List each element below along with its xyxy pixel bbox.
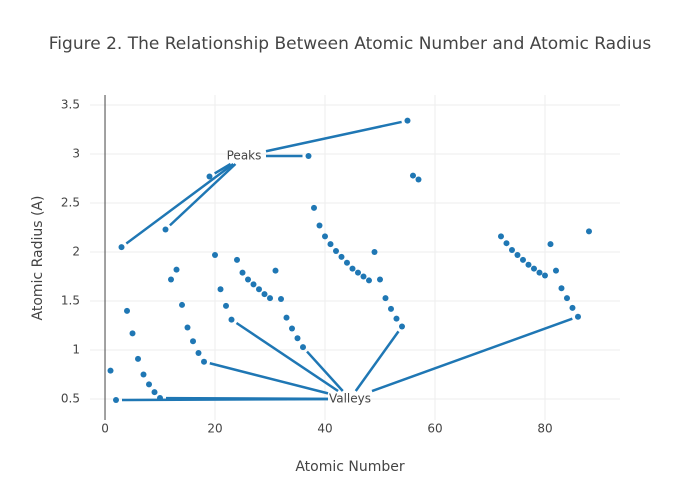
- data-point: [531, 266, 537, 272]
- data-point: [196, 350, 202, 356]
- data-point: [289, 325, 295, 331]
- data-point: [229, 317, 235, 323]
- annotation-arrow: [372, 319, 572, 391]
- data-point: [135, 356, 141, 362]
- data-point: [525, 262, 531, 268]
- annotation-arrow: [126, 164, 233, 244]
- data-point: [234, 257, 240, 263]
- data-point: [267, 295, 273, 301]
- x-tick-label: 60: [427, 422, 442, 436]
- annotation-arrow: [266, 122, 402, 151]
- x-tick-label: 80: [537, 422, 552, 436]
- y-tick-label: 3.5: [61, 97, 80, 111]
- data-point: [300, 344, 306, 350]
- data-point: [553, 268, 559, 274]
- data-point: [542, 273, 548, 279]
- data-point: [388, 306, 394, 312]
- data-point: [273, 268, 279, 274]
- data-point: [278, 296, 284, 302]
- data-point: [218, 286, 224, 292]
- data-point: [163, 226, 169, 232]
- data-point: [174, 267, 180, 273]
- data-point: [311, 205, 317, 211]
- data-point: [190, 338, 196, 344]
- data-point: [514, 252, 520, 258]
- data-point: [185, 324, 191, 330]
- data-point: [327, 241, 333, 247]
- data-point: [333, 248, 339, 254]
- data-point: [113, 397, 119, 403]
- y-tick-label: 1: [72, 343, 80, 357]
- data-point: [377, 276, 383, 282]
- data-point: [316, 223, 322, 229]
- y-tick-label: 0.5: [61, 392, 80, 406]
- data-point: [212, 252, 218, 258]
- data-point: [564, 295, 570, 301]
- chart-title: Figure 2. The Relationship Between Atomi…: [49, 34, 652, 54]
- data-point: [245, 276, 251, 282]
- data-point: [404, 118, 410, 124]
- data-point: [360, 274, 366, 280]
- annotation-arrow: [236, 323, 338, 391]
- data-point: [547, 241, 553, 247]
- x-tick-label: 40: [317, 422, 332, 436]
- data-point: [284, 315, 290, 321]
- y-tick-label: 2: [72, 245, 80, 259]
- y-tick-label: 2.5: [61, 196, 80, 210]
- annotation-arrow: [170, 164, 236, 225]
- data-point: [503, 240, 509, 246]
- data-point: [586, 228, 592, 234]
- y-tick-label: 1.5: [61, 294, 80, 308]
- data-point: [223, 303, 229, 309]
- data-point: [415, 176, 421, 182]
- data-point: [262, 291, 268, 297]
- data-point: [536, 270, 542, 276]
- data-point: [349, 266, 355, 272]
- annotation-arrow: [210, 363, 328, 393]
- annotation-label: Peaks: [227, 149, 262, 163]
- data-point: [338, 254, 344, 260]
- data-point: [146, 381, 152, 387]
- y-axis-label: Atomic Radius (A): [30, 196, 46, 321]
- data-point: [295, 335, 301, 341]
- data-point: [498, 233, 504, 239]
- data-point: [141, 372, 147, 378]
- data-point: [575, 314, 581, 320]
- annotation-label: Valleys: [329, 392, 371, 406]
- data-point: [509, 247, 515, 253]
- data-point: [382, 295, 388, 301]
- data-point: [201, 359, 207, 365]
- data-point: [306, 153, 312, 159]
- data-point: [256, 286, 262, 292]
- data-point: [399, 323, 405, 329]
- data-point: [393, 316, 399, 322]
- annotation-arrow: [356, 331, 399, 391]
- x-tick-label: 0: [101, 422, 109, 436]
- data-point: [168, 276, 174, 282]
- data-point: [410, 173, 416, 179]
- annotation-arrow: [166, 398, 328, 399]
- data-point: [344, 260, 350, 266]
- data-point: [558, 285, 564, 291]
- data-point: [355, 270, 361, 276]
- x-axis-label: Atomic Number: [295, 459, 405, 475]
- data-point: [569, 305, 575, 311]
- data-point: [366, 277, 372, 283]
- data-point: [371, 249, 377, 255]
- x-tick-label: 20: [207, 422, 222, 436]
- data-point: [152, 389, 158, 395]
- data-point: [520, 257, 526, 263]
- data-point: [322, 233, 328, 239]
- data-point: [179, 302, 185, 308]
- data-point: [108, 368, 114, 374]
- data-point: [124, 308, 130, 314]
- data-point: [130, 330, 136, 336]
- y-tick-label: 3: [72, 147, 80, 161]
- data-point: [251, 281, 257, 287]
- data-point: [240, 270, 246, 276]
- data-point: [119, 244, 125, 250]
